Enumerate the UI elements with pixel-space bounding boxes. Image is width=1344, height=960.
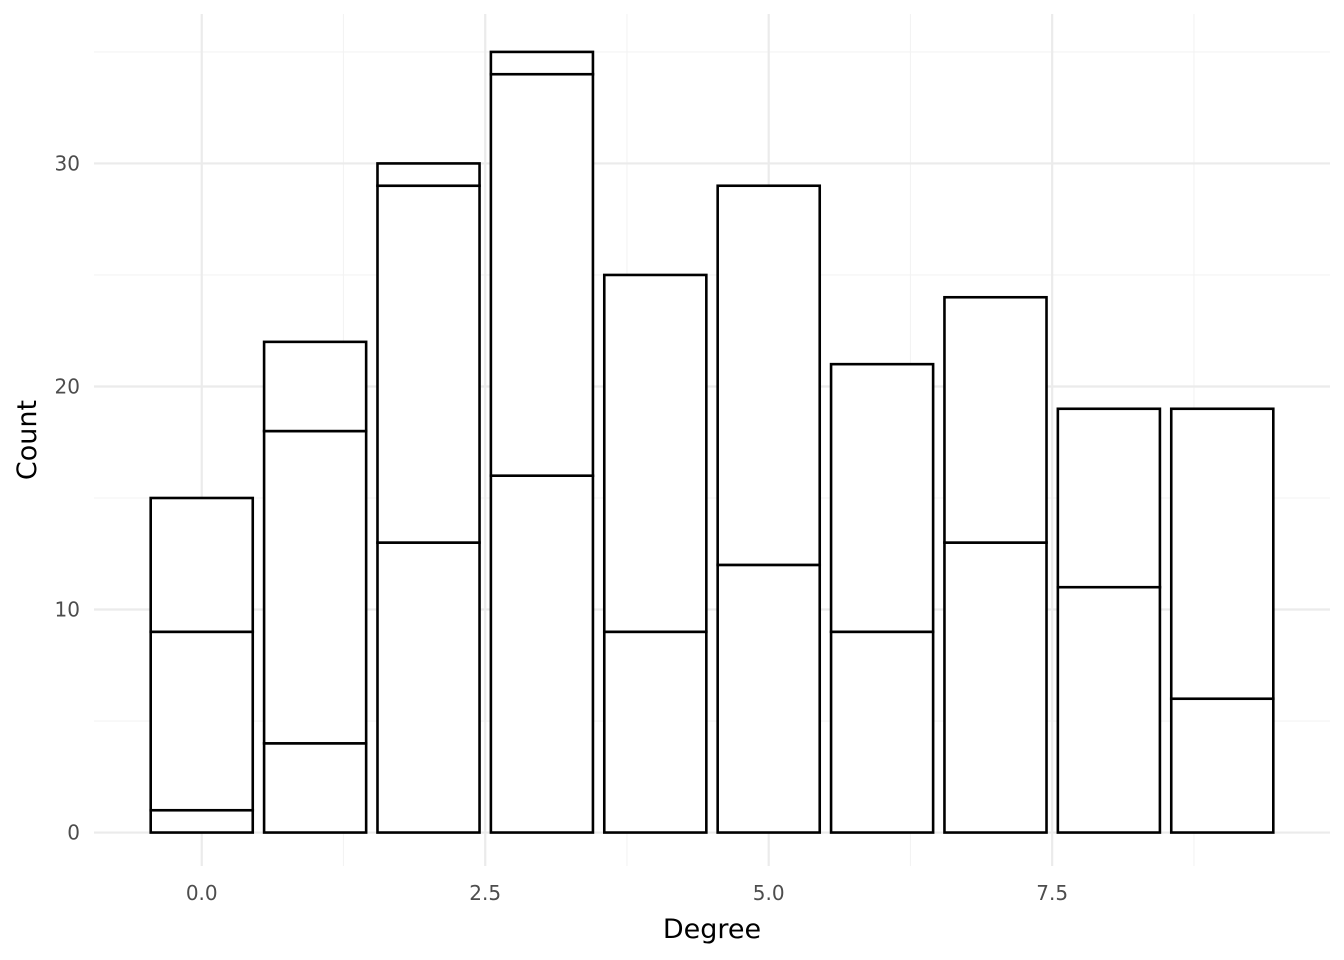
bar-segment-0-1 xyxy=(149,630,255,812)
x-tick-label: 0.0 xyxy=(186,881,218,905)
bar-segment-3-2 xyxy=(489,50,595,76)
bar-segment-8-1 xyxy=(1056,407,1162,589)
y-axis-title: Count xyxy=(12,400,43,480)
bar-segment-0-0 xyxy=(149,808,255,834)
x-tick-label: 7.5 xyxy=(1036,881,1068,905)
bar-segment-2-0 xyxy=(376,541,481,834)
y-tick-label: 30 xyxy=(55,151,80,175)
bar-segment-9-1 xyxy=(1169,407,1275,701)
bar-segment-6-1 xyxy=(829,362,935,634)
bar-segment-5-1 xyxy=(716,184,822,567)
bar-segment-9-0 xyxy=(1169,697,1275,834)
bar-segment-7-0 xyxy=(943,541,1048,834)
bar-segment-3-0 xyxy=(489,474,595,834)
tick-labels: 0.0 2.5 5.0 7.5 0 10 20 30 xyxy=(55,151,1069,905)
bar-segment-2-2 xyxy=(376,162,481,188)
bar-segment-4-1 xyxy=(602,273,708,634)
bars-layer xyxy=(149,50,1275,834)
x-tick-label: 2.5 xyxy=(469,881,501,905)
y-tick-label: 10 xyxy=(55,598,80,622)
bar-segment-4-0 xyxy=(602,630,708,834)
x-tick-label: 5.0 xyxy=(753,881,785,905)
bar-segment-0-2 xyxy=(149,496,255,634)
bar-segment-1-1 xyxy=(262,429,368,745)
bar-segment-6-0 xyxy=(829,630,935,834)
x-axis-title: Degree xyxy=(663,914,761,945)
bar-segment-3-1 xyxy=(489,72,595,477)
bar-segment-1-0 xyxy=(262,742,368,834)
bar-segment-5-0 xyxy=(716,563,822,834)
y-tick-label: 0 xyxy=(67,821,80,845)
bar-segment-1-2 xyxy=(262,340,368,433)
bar-segment-8-0 xyxy=(1056,585,1162,834)
y-tick-label: 20 xyxy=(55,374,80,398)
bar-segment-2-1 xyxy=(376,184,481,544)
bar-segment-7-1 xyxy=(943,295,1048,544)
